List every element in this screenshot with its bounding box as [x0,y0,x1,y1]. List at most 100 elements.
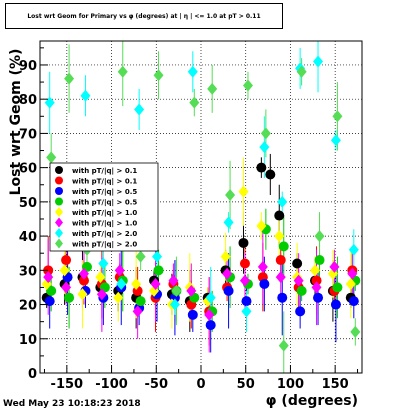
data-point [345,278,356,291]
data-point [278,241,289,252]
data-point [311,275,322,286]
data-point [116,278,127,291]
legend-marker [55,217,63,228]
data-point [293,274,304,287]
series-6 [44,55,359,318]
data-point [239,274,250,287]
data-point [44,296,55,307]
y-tick-label: 40 [19,230,37,245]
data-point [223,285,234,296]
data-point [274,230,285,243]
legend-label: with pT/|q| > 0.1 [72,178,137,187]
data-point [332,110,343,123]
y-tick-label: 70 [19,127,37,142]
data-point [135,296,146,307]
data-point [204,308,215,321]
y-tick-label: 80 [19,93,37,108]
data-point [329,260,340,273]
data-point [189,96,200,109]
timestamp: Wed May 23 10:18:23 2018 [3,399,141,409]
y-tick-label: 20 [19,299,37,314]
data-point [43,271,54,284]
data-point [61,255,72,266]
data-point [61,281,72,294]
data-point [311,281,322,294]
y-tick-label: 30 [19,264,37,279]
data-point [347,267,358,280]
data-point [153,69,164,82]
x-tick-label: -50 [145,377,169,392]
data-point [64,292,75,303]
legend-marker [55,166,63,174]
data-point [131,278,142,291]
data-point [313,292,324,303]
data-point [314,255,325,266]
data-point [348,296,359,307]
data-point [295,306,306,317]
x-tick-label: 0 [196,377,205,392]
data-point [153,265,164,276]
data-point [223,216,234,229]
x-tick-label: 100 [277,377,304,392]
data-point [238,237,249,248]
data-point [256,219,267,232]
data-point [114,264,125,277]
y-tick-label: 50 [19,196,37,211]
x-tick-label: 50 [237,377,255,392]
legend-marker [55,228,63,238]
data-point [134,103,145,116]
data-point [132,305,143,318]
data-point [292,258,303,269]
legend-marker [55,176,63,185]
legend-marker [55,187,63,195]
data-point [278,339,289,352]
data-point [241,296,252,307]
data-point [256,162,267,173]
legend-box [49,162,159,252]
legend-marker [55,238,63,249]
legend-label: with pT/|q| > 0.5 [72,188,137,197]
data-point [187,309,198,320]
data-point [296,285,307,296]
data-point [150,278,161,291]
data-point [242,79,253,92]
legend-label: with pT/|q| > 2.0 [72,230,137,239]
data-point [171,284,182,297]
data-point [314,230,325,243]
data-point [275,271,286,284]
data-point [46,285,57,296]
series-7 [46,65,361,352]
data-point [225,189,236,202]
data-point [152,250,163,263]
x-axis-label: φ (degrees) [266,393,358,409]
legend-label: with pT/|q| > 0.5 [72,199,137,208]
data-point [59,264,70,277]
data-point [310,264,321,277]
data-point [186,284,197,297]
data-point [296,65,307,78]
x-tick-label: -150 [51,377,84,392]
data-point [265,169,276,180]
legend-label: with pT/|q| > 2.0 [72,241,137,250]
data-point [96,288,107,301]
data-point [135,250,146,263]
series-5 [43,260,358,321]
legend-label: with pT/|q| > 1.0 [72,209,137,218]
data-point [260,127,271,140]
data-point [330,134,341,147]
data-point [169,298,180,311]
data-point [259,279,270,290]
data-point [78,275,89,286]
chart-title-box: Lost wrt Geom for Primary vs φ (degrees)… [5,3,283,29]
data-point [95,271,106,284]
legend-marker [55,197,63,206]
data-point [274,210,285,221]
grid-layer [40,41,362,373]
data-point [168,274,179,287]
data-point [239,258,250,269]
data-point [277,292,288,303]
data-point [332,282,343,293]
data-point [78,267,89,280]
